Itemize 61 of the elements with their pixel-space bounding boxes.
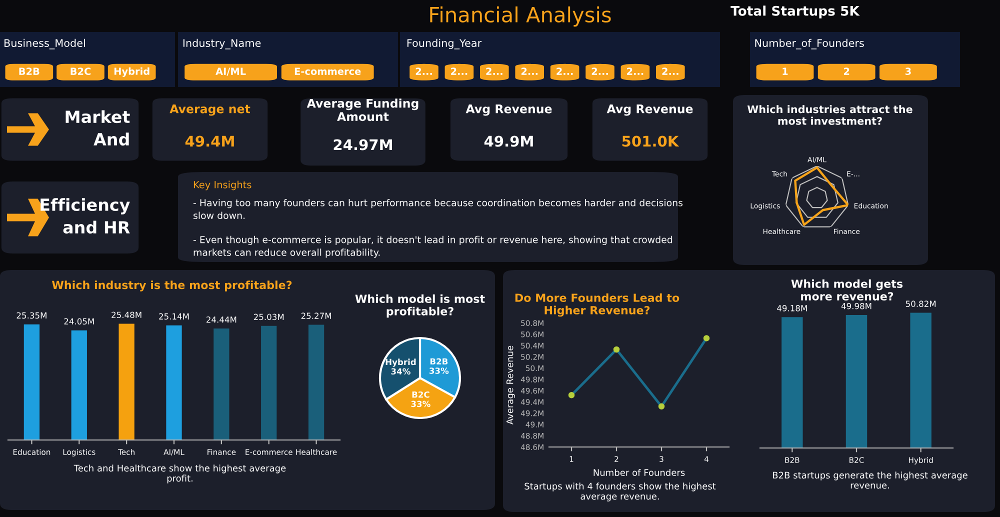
chart-title: Which model is most profitable? <box>355 294 485 318</box>
text: - Even though e-commerce is popular, it doesn't lead in profit or revenue here, showing that crowded markets can reduce overall profitability. <box>193 236 672 258</box>
slice-label: B2B <box>430 358 448 364</box>
text: Key Insights <box>194 180 252 190</box>
text: 49.9M <box>484 136 533 147</box>
text: Business_Model <box>4 38 85 50</box>
text: Efficiency and HR <box>40 198 130 234</box>
x-axis-title: Number of Founders <box>594 468 685 476</box>
data-label: 34% <box>391 368 410 375</box>
data-label: 25.48M <box>112 312 142 318</box>
data-label: 33% <box>430 368 449 374</box>
text: 3 <box>905 68 911 75</box>
text: Number_of_Founders <box>755 38 864 50</box>
text: Avg Revenue <box>466 104 552 116</box>
text: 1 <box>782 68 788 75</box>
text: 2... <box>416 68 432 75</box>
text: - Having too many founders can hurt performance because coordination becomes harder and decisions slow down. <box>193 199 683 220</box>
text: Avg Revenue <box>606 104 693 116</box>
text: Startups with 4 founders show the highest average revenue. <box>524 482 716 502</box>
chart-title: Which model gets more revenue? <box>791 279 903 300</box>
data-label: 49.18M <box>777 305 807 312</box>
text: B2B startups generate the highest average revenue. <box>772 472 968 489</box>
text: 2... <box>592 68 608 75</box>
text: 501.0K <box>622 136 680 147</box>
text: Financial Analysis <box>430 6 611 27</box>
text: 49.4M <box>185 136 234 147</box>
data-label: 50.82M <box>906 300 936 307</box>
data-label: 25.14M <box>159 313 189 320</box>
text: Hybrid <box>114 67 150 77</box>
text: 2... <box>451 68 468 75</box>
slice-label: B2C <box>412 391 430 398</box>
text: B2B <box>19 68 40 75</box>
text: 2... <box>662 68 678 75</box>
slice-label: Hybrid <box>386 358 416 367</box>
data-label: 49.98M <box>841 302 872 310</box>
text: Average Funding Amount <box>306 98 418 122</box>
text: Industry_Name <box>183 38 261 50</box>
text: AI/ML <box>216 68 246 76</box>
chart-title: Do More Founders Lead to Higher Revenue? <box>515 293 680 317</box>
chart-title: Which industries attract the most investment? <box>747 105 912 125</box>
data-label: 25.03M <box>254 314 284 320</box>
y-axis-title: Average Revenue <box>506 346 515 425</box>
text: Tech and Healthcare show the highest average profit. <box>74 464 286 484</box>
text: Average net <box>170 104 250 116</box>
text: 24.97M <box>334 139 392 150</box>
text: Total Startups 5K <box>730 6 860 18</box>
data-label: 25.35M <box>16 312 46 319</box>
text: 2... <box>486 68 502 75</box>
data-label: 25.27M <box>301 312 331 319</box>
text: 2... <box>521 68 538 75</box>
text: Market And <box>66 110 130 146</box>
data-label: 24.44M <box>206 316 236 323</box>
text: Founding_Year <box>407 38 482 50</box>
text: E-commerce <box>294 68 361 75</box>
text: 2 <box>844 68 850 75</box>
text: B2C <box>70 68 91 75</box>
chart-title: Which industry is the most profitable? <box>52 280 292 292</box>
data-label: 24.05M <box>64 318 94 325</box>
data-label: 33% <box>411 400 430 408</box>
text: 2... <box>556 68 573 75</box>
text: 2... <box>627 68 644 75</box>
